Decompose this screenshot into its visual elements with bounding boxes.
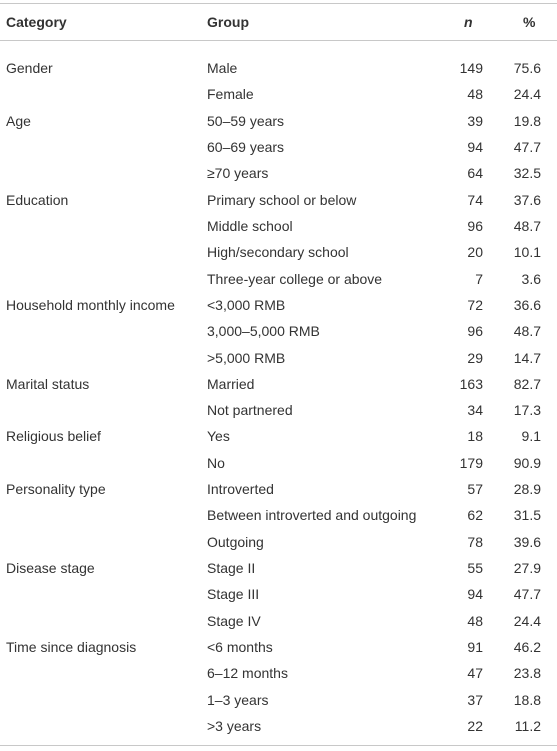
- n-cell: 64: [467, 165, 483, 182]
- group-cell: <6 months: [207, 639, 273, 656]
- header-rule: [0, 40, 557, 41]
- group-cell: Male: [207, 60, 238, 76]
- percent-cell: 47.7: [513, 586, 541, 603]
- percent-cell: 31.5: [513, 507, 541, 524]
- n-cell: 7: [475, 270, 483, 287]
- percent-cell: 28.9: [513, 481, 541, 498]
- category-cell: Age: [6, 112, 31, 129]
- group-cell: <3,000 RMB: [207, 296, 286, 313]
- n-cell: 18: [467, 428, 483, 445]
- percent-cell: 46.2: [513, 639, 541, 656]
- n-cell: 62: [467, 507, 483, 524]
- percent-cell: 75.6: [513, 60, 541, 76]
- group-cell: 60–69 years: [207, 138, 285, 155]
- top-rule: [0, 3, 557, 4]
- n-cell: 20: [467, 244, 483, 261]
- n-cell: 78: [467, 533, 483, 550]
- n-cell: 57: [467, 481, 483, 498]
- percent-cell: 9.1: [521, 428, 541, 445]
- percent-cell: 48.7: [513, 323, 541, 340]
- n-cell: 47: [467, 665, 483, 682]
- n-cell: 163: [459, 375, 483, 392]
- percent-cell: 37.6: [513, 191, 541, 208]
- n-cell: 34: [467, 402, 483, 419]
- group-cell: 1–3 years: [207, 691, 269, 708]
- group-cell: Yes: [207, 428, 230, 445]
- group-cell: >3 years: [207, 718, 262, 734]
- percent-cell: 47.7: [513, 138, 541, 155]
- group-cell: Three-year college or above: [207, 270, 383, 287]
- group-cell: Not partnered: [207, 402, 293, 419]
- n-cell: 96: [467, 323, 483, 340]
- percent-cell: 39.6: [513, 533, 541, 550]
- percent-cell: 36.6: [513, 296, 541, 313]
- percent-cell: 90.9: [513, 454, 541, 471]
- group-cell: 3,000–5,000 RMB: [207, 323, 320, 340]
- category-cell: Marital status: [6, 375, 90, 392]
- group-cell: Primary school or below: [207, 191, 357, 208]
- n-cell: 149: [459, 60, 483, 76]
- group-cell: 6–12 months: [207, 665, 288, 682]
- category-cell: Education: [6, 191, 69, 208]
- n-cell: 74: [467, 191, 483, 208]
- header-cell: %: [523, 14, 536, 30]
- group-cell: Married: [207, 375, 255, 392]
- n-cell: 37: [467, 691, 483, 708]
- header-cell: Category: [6, 14, 67, 30]
- header-cell: n: [464, 14, 473, 30]
- n-cell: 91: [467, 639, 483, 656]
- n-cell: 96: [467, 217, 483, 234]
- n-cell: 72: [467, 296, 483, 313]
- percent-cell: 10.1: [513, 244, 541, 261]
- category-cell: Disease stage: [6, 560, 95, 577]
- group-cell: Stage II: [207, 560, 256, 577]
- group-cell: High/secondary school: [207, 244, 349, 261]
- percent-cell: 11.2: [514, 718, 541, 734]
- n-cell: 179: [459, 454, 483, 471]
- n-cell: 48: [467, 612, 483, 629]
- percent-cell: 23.8: [513, 665, 541, 682]
- group-cell: ≥70 years: [207, 165, 269, 182]
- group-cell: Middle school: [207, 217, 293, 234]
- n-cell: 48: [467, 86, 483, 103]
- category-cell: Household monthly income: [6, 296, 175, 313]
- group-cell: No: [207, 454, 225, 471]
- n-cell: 55: [467, 560, 483, 577]
- n-cell: 29: [467, 349, 483, 366]
- group-cell: Between introverted and outgoing: [207, 507, 417, 524]
- group-cell: Introverted: [207, 481, 274, 498]
- percent-cell: 17.3: [513, 402, 541, 419]
- group-cell: 50–59 years: [207, 112, 285, 129]
- group-cell: >5,000 RMB: [207, 349, 286, 366]
- bottom-rule: [0, 745, 557, 746]
- n-cell: 94: [467, 138, 483, 155]
- category-cell: Religious belief: [6, 428, 101, 445]
- percent-cell: 3.6: [521, 270, 541, 287]
- percent-cell: 82.7: [513, 375, 541, 392]
- category-cell: Gender: [6, 60, 53, 76]
- n-cell: 39: [467, 112, 483, 129]
- n-cell: 22: [467, 718, 483, 734]
- percent-cell: 27.9: [513, 560, 541, 577]
- category-cell: Personality type: [6, 481, 106, 498]
- category-cell: Time since diagnosis: [6, 639, 137, 656]
- percent-cell: 32.5: [513, 165, 541, 182]
- header-cell: Group: [207, 14, 249, 30]
- group-cell: Outgoing: [207, 533, 264, 550]
- group-cell: Female: [207, 86, 254, 103]
- percent-cell: 14.7: [513, 349, 541, 366]
- n-cell: 94: [467, 586, 483, 603]
- percent-cell: 48.7: [513, 217, 541, 234]
- percent-cell: 19.8: [513, 112, 541, 129]
- percent-cell: 24.4: [513, 86, 541, 103]
- percent-cell: 18.8: [513, 691, 541, 708]
- percent-cell: 24.4: [513, 612, 541, 629]
- group-cell: Stage IV: [207, 612, 261, 629]
- group-cell: Stage III: [207, 586, 260, 603]
